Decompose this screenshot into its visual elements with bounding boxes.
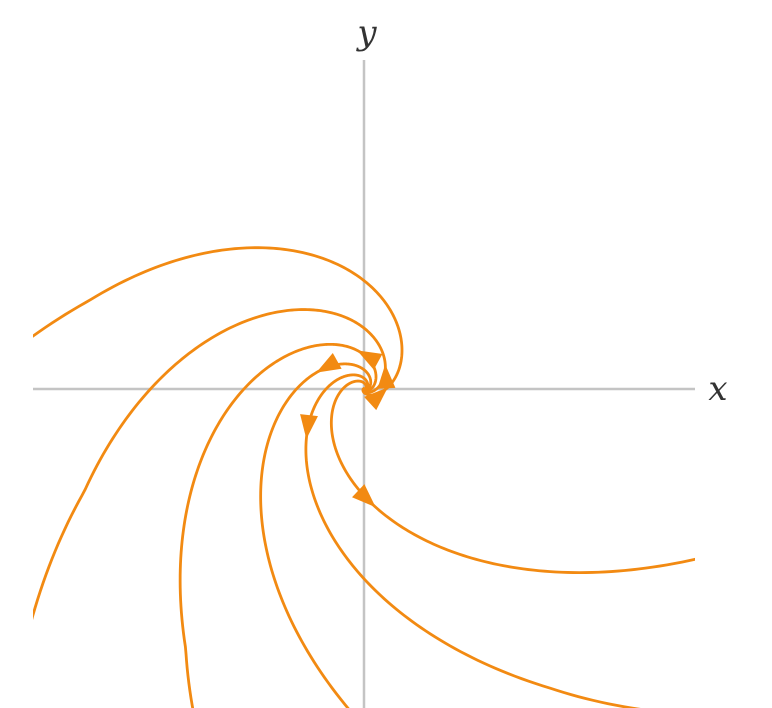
trajectory-3 <box>178 342 378 708</box>
trajectory-5 <box>304 373 641 708</box>
trajectories <box>33 246 695 708</box>
direction-arrow-4 <box>316 353 342 373</box>
direction-arrows <box>300 350 396 508</box>
direction-arrow-6 <box>352 484 376 508</box>
y-axis-label: y <box>355 13 377 53</box>
direction-arrow-5 <box>300 414 318 439</box>
direction-arrow-2 <box>377 364 396 389</box>
trajectory-4 <box>259 362 373 708</box>
direction-arrow-1 <box>364 387 388 411</box>
direction-arrow-3 <box>357 350 383 370</box>
trajectory-6 <box>329 379 695 574</box>
x-axis-label: x <box>708 369 727 409</box>
